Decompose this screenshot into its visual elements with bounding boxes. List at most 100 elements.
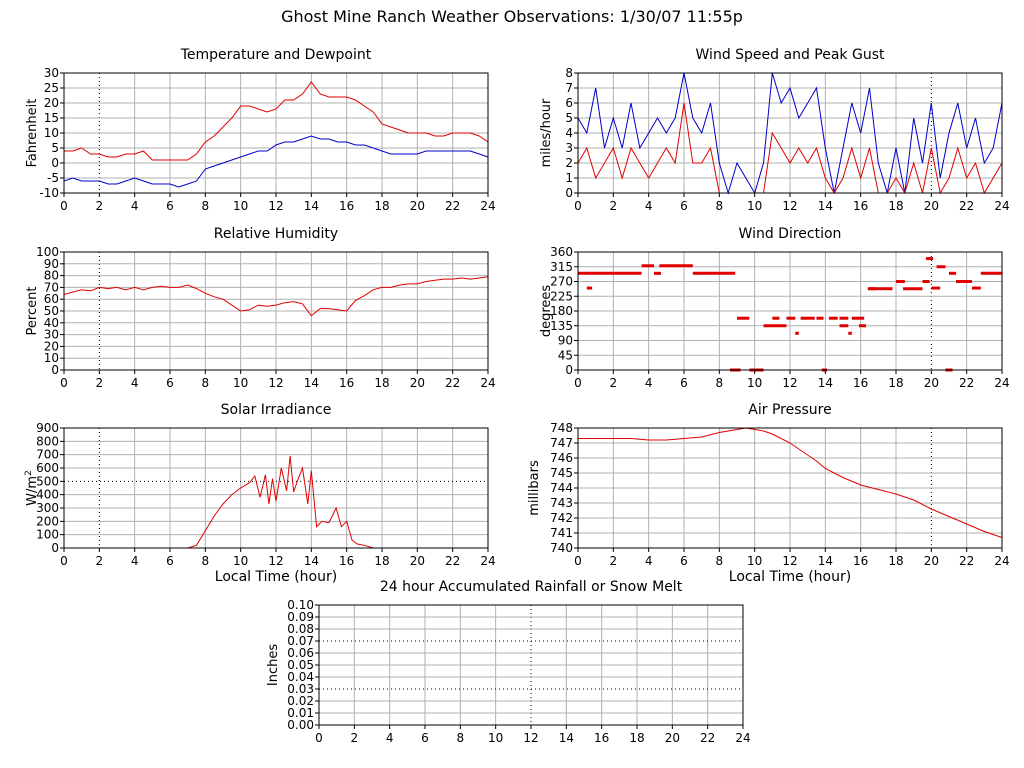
x-tick-label: 4 (645, 554, 653, 568)
chart-title: Wind Speed and Peak Gust (696, 47, 885, 63)
y-tick-label: 5 (51, 141, 59, 155)
x-tick-label: 4 (131, 554, 139, 568)
x-tick-label: 2 (96, 376, 104, 390)
x-tick-label: 2 (96, 199, 104, 213)
series-line-1 (63, 135, 489, 188)
chart-title: Wind Direction (739, 226, 842, 242)
x-tick-label: 22 (445, 199, 460, 213)
y-tick-label: 0 (565, 186, 573, 200)
x-tick-label: 2 (96, 554, 104, 568)
x-tick-label: 12 (782, 199, 797, 213)
y-tick-label: 741 (550, 526, 573, 540)
x-tick-label: 24 (994, 199, 1009, 213)
x-tick-label: 16 (853, 199, 868, 213)
x-tick-label: 14 (818, 376, 833, 390)
y-tick-label: 0.05 (287, 658, 314, 672)
y-tick-label: 1 (565, 171, 573, 185)
y-tick-label: 900 (36, 421, 59, 435)
y-axis-label: degrees (539, 285, 554, 338)
y-tick-label: 50 (44, 304, 59, 318)
y-tick-label: 4 (565, 126, 573, 140)
x-tick-label: 24 (480, 376, 495, 390)
y-tick-label: 45 (558, 348, 573, 362)
y-tick-label: 5 (565, 111, 573, 125)
y-tick-label: 742 (550, 511, 573, 525)
y-tick-label: 6 (565, 96, 573, 110)
x-tick-label: 18 (374, 554, 389, 568)
x-tick-label: 4 (131, 376, 139, 390)
y-tick-label: 2 (565, 156, 573, 170)
y-tick-label: 315 (550, 260, 573, 274)
y-tick-label: -5 (47, 171, 59, 185)
x-tick-label: 14 (304, 199, 319, 213)
x-tick-label: 8 (202, 376, 210, 390)
x-tick-label: 18 (374, 199, 389, 213)
y-tick-label: 0.08 (287, 622, 314, 636)
x-tick-label: 0 (60, 199, 68, 213)
y-tick-label: 743 (550, 496, 573, 510)
y-axis-label: W/m2 (24, 470, 40, 506)
x-tick-label: 2 (610, 554, 618, 568)
y-tick-label: 700 (36, 448, 59, 462)
x-axis-label: Local Time (hour) (729, 569, 851, 585)
x-tick-label: 16 (339, 376, 354, 390)
x-tick-label: 16 (853, 554, 868, 568)
series-line-0 (64, 455, 488, 549)
x-tick-label: 22 (445, 554, 460, 568)
x-tick-label: 20 (924, 199, 939, 213)
y-tick-label: 135 (550, 319, 573, 333)
x-tick-label: 10 (488, 731, 503, 745)
y-tick-label: 0.06 (287, 646, 314, 660)
x-tick-label: 0 (574, 376, 582, 390)
y-tick-label: 90 (558, 334, 573, 348)
y-tick-label: -10 (39, 186, 59, 200)
y-axis-label: millibars (527, 460, 542, 516)
x-tick-label: 18 (888, 199, 903, 213)
x-tick-label: 10 (747, 376, 762, 390)
x-tick-label: 12 (268, 554, 283, 568)
y-tick-label: 500 (36, 474, 59, 488)
y-tick-label: 10 (44, 126, 59, 140)
x-tick-label: 18 (374, 376, 389, 390)
x-tick-label: 20 (665, 731, 680, 745)
x-tick-label: 6 (166, 554, 174, 568)
y-tick-label: 0.09 (287, 610, 314, 624)
y-tick-label: 15 (44, 111, 59, 125)
series-line-0 (578, 427, 1003, 538)
x-tick-label: 4 (645, 376, 653, 390)
y-tick-label: 7 (565, 81, 573, 95)
y-tick-label: 20 (44, 96, 59, 110)
x-axis-label: Local Time (hour) (215, 569, 337, 585)
y-tick-label: 744 (550, 481, 573, 495)
x-tick-label: 22 (700, 731, 715, 745)
y-tick-label: 25 (44, 81, 59, 95)
y-tick-label: 3 (565, 141, 573, 155)
x-tick-label: 12 (523, 731, 538, 745)
y-tick-label: 30 (44, 66, 59, 80)
y-tick-label: 30 (44, 328, 59, 342)
x-tick-label: 14 (304, 376, 319, 390)
chart-rainfall: 24 hour Accumulated Rainfall or Snow Mel… (266, 579, 751, 745)
y-tick-label: 0.03 (287, 682, 314, 696)
x-tick-label: 8 (202, 554, 210, 568)
x-tick-label: 24 (480, 199, 495, 213)
x-tick-label: 8 (716, 376, 724, 390)
x-tick-label: 22 (959, 376, 974, 390)
y-axis-label: Percent (25, 287, 40, 336)
x-tick-label: 24 (735, 731, 750, 745)
y-tick-label: 0 (565, 363, 573, 377)
y-tick-label: 800 (36, 434, 59, 448)
x-tick-label: 18 (888, 554, 903, 568)
series-line-0 (577, 72, 1003, 195)
y-tick-label: 0 (51, 541, 59, 555)
x-tick-label: 18 (629, 731, 644, 745)
y-tick-label: 80 (44, 269, 59, 283)
x-tick-label: 4 (131, 199, 139, 213)
y-tick-label: 70 (44, 280, 59, 294)
y-tick-label: 0 (51, 156, 59, 170)
y-tick-label: 90 (44, 257, 59, 271)
